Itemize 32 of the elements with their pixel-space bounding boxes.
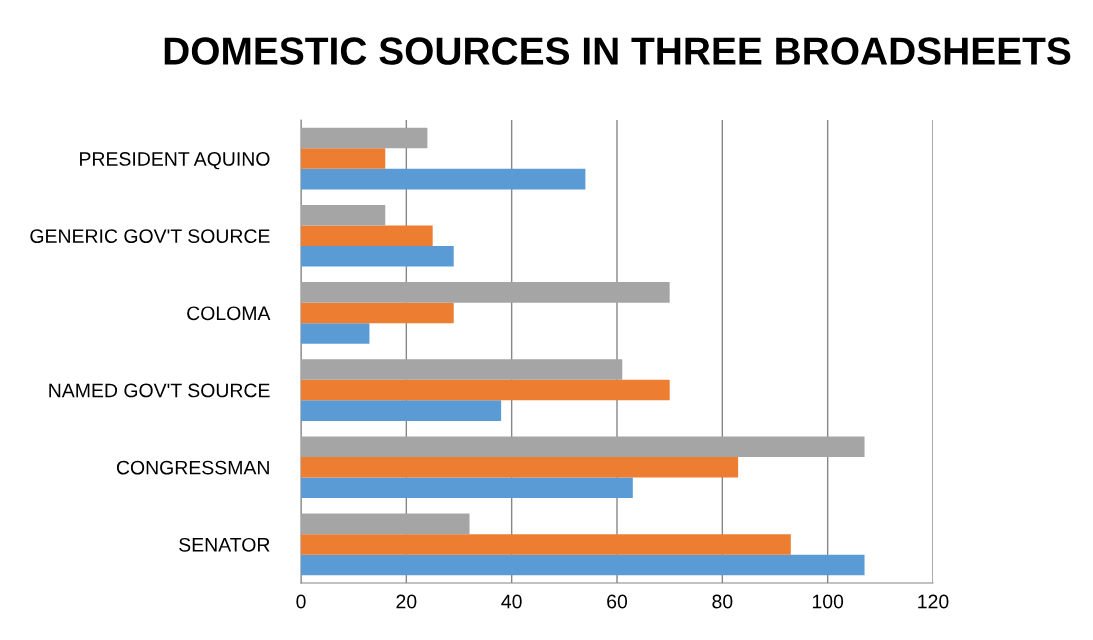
chart-title: DOMESTIC SOURCES IN THREE BROADSHEETS xyxy=(164,37,1071,65)
bar xyxy=(301,127,428,149)
bar xyxy=(301,477,633,499)
bar xyxy=(301,436,865,457)
y-tick-label: GENERIC GOV'T SOURCE xyxy=(30,229,270,243)
x-tick-label: 80 xyxy=(712,594,733,609)
bar xyxy=(301,148,386,169)
bar xyxy=(301,379,670,401)
x-tick-label: 20 xyxy=(396,594,417,609)
x-tick-label: 60 xyxy=(607,594,628,609)
y-tick-label: COLOMA xyxy=(187,306,271,321)
bar xyxy=(301,246,454,267)
bar xyxy=(301,554,865,576)
x-tick-label: 0 xyxy=(296,594,306,609)
y-tick-label: SENATOR xyxy=(179,537,270,552)
y-tick-label: CONGRESSMAN xyxy=(116,460,269,475)
bar xyxy=(301,204,386,226)
bar xyxy=(301,168,586,190)
bar xyxy=(301,456,739,478)
x-tick-label: 100 xyxy=(812,594,844,609)
bar xyxy=(301,534,791,555)
bar xyxy=(301,513,470,535)
bar xyxy=(301,225,433,247)
bar xyxy=(301,359,623,380)
x-tick-label: 120 xyxy=(918,594,949,609)
y-tick-label: NAMED GOV'T SOURCE xyxy=(49,383,270,398)
x-tick-label: 40 xyxy=(501,594,522,609)
bar xyxy=(301,302,454,324)
bar xyxy=(301,282,670,303)
bar xyxy=(301,400,502,421)
bar xyxy=(301,323,370,344)
y-tick-label: PRESIDENT AQUINO xyxy=(80,152,270,170)
